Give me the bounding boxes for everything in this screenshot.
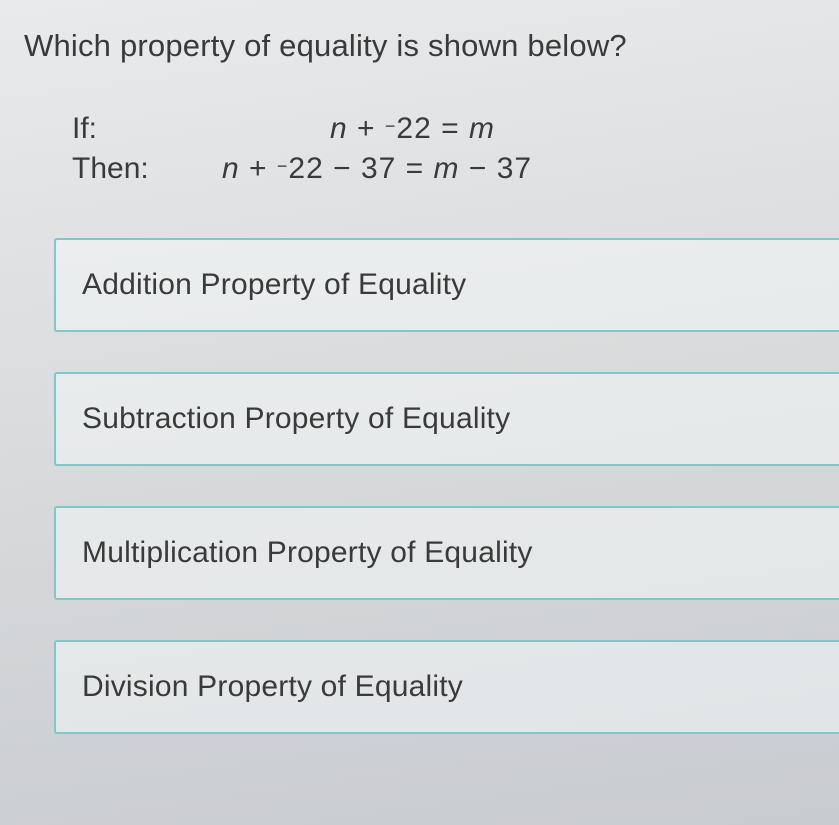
if-expression: n + −22 = m [202, 112, 495, 146]
option-subtraction[interactable]: Subtraction Property of Equality [54, 372, 839, 466]
option-multiplication[interactable]: Multiplication Property of Equality [54, 506, 839, 600]
given-if-row: If: n + −22 = m [72, 112, 839, 146]
option-addition[interactable]: Addition Property of Equality [54, 238, 839, 332]
then-label: Then: [72, 152, 202, 186]
options-list: Addition Property of Equality Subtractio… [24, 238, 839, 734]
given-then-row: Then: n + −22 − 37 = m − 37 [72, 152, 839, 186]
question-text: Which property of equality is shown belo… [24, 28, 839, 64]
if-label: If: [72, 112, 202, 146]
then-expression: n + −22 − 37 = m − 37 [202, 152, 532, 186]
given-block: If: n + −22 = m Then: n + −22 − 37 = m −… [72, 112, 839, 186]
option-division[interactable]: Division Property of Equality [54, 640, 839, 734]
